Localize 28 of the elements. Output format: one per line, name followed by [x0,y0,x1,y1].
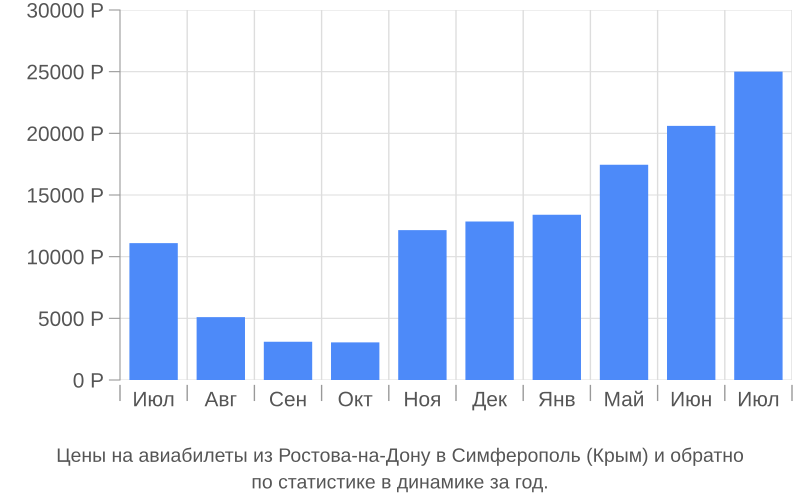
bar [264,342,312,380]
y-tick-label: 10000 Р [28,250,103,264]
x-tick-label: Июл [134,392,174,406]
bar [667,126,716,380]
bar [600,164,648,380]
bar [734,72,783,380]
y-tick-label: 20000 Р [27,126,103,142]
y-tick-label: 0 Р [74,373,103,388]
bar [532,214,581,380]
x-tick-label: Авг [204,392,236,406]
x-tick-label: Июл [738,392,778,406]
x-tick-label: Янв [538,392,575,406]
x-tick-label: Сен [270,392,306,406]
bar [129,243,178,380]
x-tick-label: Май [605,390,643,406]
bar [196,317,245,380]
bar [331,342,380,380]
x-tick-label: Ноя [405,392,440,406]
y-tick-label: 30000 Р [27,3,103,18]
bar [465,222,514,380]
x-tick-label: Дек [472,392,508,410]
y-tick-label: 15000 Р [28,188,103,203]
bar [398,230,447,380]
y-tick-label: 5000 Р [38,311,103,326]
text: Цены на авиабилеты из Ростова-на-Дону в Симферополь (Крым) и обратно по статистике в динамике за год. [58,448,744,492]
x-tick-label: Окт [338,392,372,406]
y-tick-label: 25000 Р [27,64,103,80]
x-tick-label: Июн [672,392,711,406]
